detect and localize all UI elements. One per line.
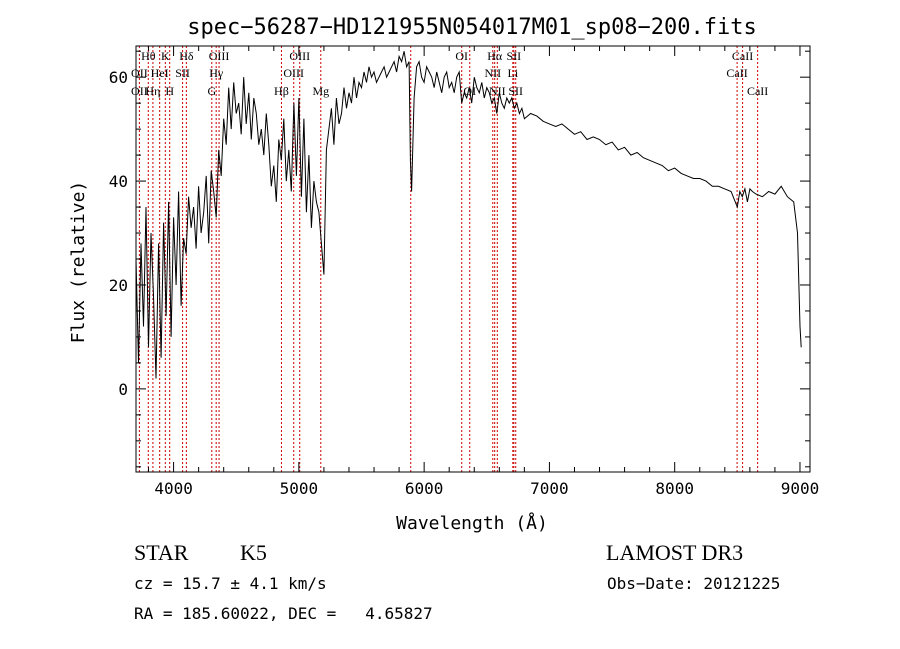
- y-axis-ticks: 0 20 40 60: [109, 50, 810, 468]
- x-tick-label: 7000: [530, 479, 569, 498]
- spectral-line-label: Mg: [312, 84, 329, 98]
- spectral-line-label: OIII: [289, 49, 310, 63]
- spectral-line-label: OIII: [209, 49, 230, 63]
- spectral-line-label: NII: [489, 84, 506, 98]
- spectral-line-label: OII: [131, 66, 148, 80]
- spectral-line-label: SII: [507, 49, 522, 63]
- object-class: STAR: [134, 540, 189, 565]
- spectral-line-label: CaII: [747, 84, 768, 98]
- x-tick-label: 8000: [655, 479, 694, 498]
- spectral-line-label: SII: [175, 66, 190, 80]
- x-axis-ticks: 4000 5000 6000 7000 8000 9000: [148, 46, 820, 498]
- y-tick-label: 0: [118, 380, 128, 399]
- spectral-line-label: Li: [508, 66, 519, 80]
- spectral-line-label: G: [207, 84, 216, 98]
- spectral-line-label: OIII: [283, 66, 304, 80]
- y-axis-label: Flux (relative): [68, 181, 89, 344]
- spectral-line-label: K: [161, 49, 170, 63]
- spectral-line-label: CaII: [726, 66, 747, 80]
- spectral-line-label: Hα: [487, 49, 503, 63]
- x-axis-label: Wavelength (Å): [396, 512, 548, 534]
- x-tick-label: 6000: [405, 479, 444, 498]
- spectrum-series-line: [135, 51, 802, 379]
- spectral-line-label: NII: [484, 66, 501, 80]
- x-tick-label: 4000: [154, 479, 193, 498]
- coordinates: RA = 185.60022, DEC = 4.65827: [134, 604, 433, 623]
- spectral-line-label: Hγ: [209, 66, 224, 80]
- spectral-line-label: OII: [131, 84, 148, 98]
- y-tick-label: 60: [109, 68, 128, 87]
- chart-title: spec−56287−HD121955N054017M01_sp08−200.f…: [187, 15, 757, 40]
- object-subclass: K5: [240, 540, 267, 565]
- spectral-line-label: H: [165, 84, 174, 98]
- spectral-line-label: Hδ: [179, 49, 194, 63]
- spectral-line-label: OI: [455, 49, 468, 63]
- spectral-line-label: HeI: [151, 66, 169, 80]
- y-tick-label: 20: [109, 276, 128, 295]
- observation-date: Obs−Date: 20121225: [607, 574, 780, 593]
- spectral-line-label: Hθ: [141, 49, 156, 63]
- x-tick-label: 9000: [781, 479, 820, 498]
- survey-name: LAMOST DR3: [606, 540, 743, 565]
- spectral-line-label: CaII: [732, 49, 753, 63]
- redshift-cz: cz = 15.7 ± 4.1 km/s: [134, 574, 327, 593]
- spectral-line-label: Hβ: [274, 84, 289, 98]
- spectral-line-label: Hη: [145, 84, 160, 98]
- x-tick-label: 5000: [280, 479, 319, 498]
- y-tick-label: 40: [109, 172, 128, 191]
- spectral-line-label: SII: [508, 84, 523, 98]
